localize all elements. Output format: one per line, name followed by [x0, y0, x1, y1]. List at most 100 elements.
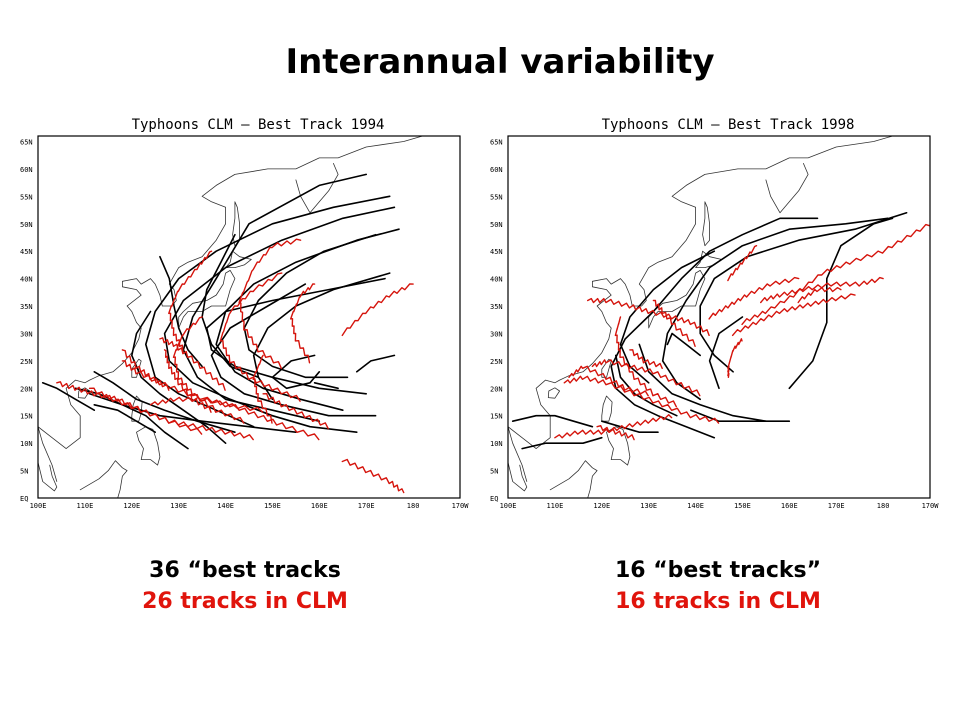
clm-track [121, 349, 170, 391]
clm-track [219, 272, 301, 402]
best-track-count: 16 “best tracks” [614, 558, 822, 583]
clm-track [586, 297, 710, 337]
lat-labels: 65N 60N 55N 50N 45N 40N 35N 30N 25N 20N 15N 10N 5N EQ [20, 139, 33, 504]
clm-track [262, 393, 329, 430]
coastline-segment [765, 163, 809, 214]
coastline-segment [702, 201, 711, 247]
lon-label: 170W [452, 502, 470, 510]
caption-1998: 16 “best tracks” 16 tracks in CLM [518, 558, 918, 614]
lat-label: 35N [490, 303, 503, 311]
slide-title: Interannual variability [285, 42, 715, 82]
clm-track [238, 238, 302, 369]
lat-label: 65N [490, 139, 503, 147]
coastline-segment [508, 461, 528, 492]
best-track [355, 354, 396, 373]
clm-track [727, 244, 758, 282]
coastline [38, 136, 423, 498]
clm-track [727, 338, 743, 378]
lat-label: 40N [490, 276, 503, 284]
lat-label: EQ [490, 495, 498, 503]
lat-label: 10N [20, 440, 33, 448]
lat-label: 35N [20, 303, 33, 311]
map-title: Typhoons CLM — Best Track 1994 [132, 117, 385, 133]
clm-track [708, 276, 800, 320]
coastline-segment [131, 395, 143, 422]
best-track [788, 217, 894, 390]
best-track [708, 316, 744, 390]
coastline-segment [648, 269, 706, 329]
best-track [243, 403, 358, 434]
map-frame [37, 135, 461, 499]
clm-track [88, 387, 254, 441]
track-map-1998: Typhoons CLM — Best Track 1998 65N 60N 55N… [490, 117, 940, 510]
coastline-segment [547, 387, 560, 399]
lat-label: 50N [20, 221, 33, 229]
best-track-count: 36 “best tracks [149, 558, 341, 583]
lat-label: 20N [490, 385, 503, 393]
clm-track [290, 283, 316, 364]
lon-label: 180 [407, 502, 420, 510]
lon-label: 170E [358, 502, 375, 510]
lat-label: 40N [20, 276, 33, 284]
lon-label: 160E [311, 502, 328, 510]
lat-label: 55N [20, 193, 33, 201]
best-track [610, 217, 819, 439]
clm-track [252, 354, 273, 424]
best-track [131, 310, 227, 445]
lat-label: 30N [490, 331, 503, 339]
lat-label: 25N [20, 358, 33, 366]
clm-track [159, 337, 226, 391]
best-track [521, 436, 603, 450]
clm-track [563, 375, 720, 424]
coastline-segment [38, 136, 423, 482]
best-track [638, 343, 767, 423]
clm-track [797, 286, 842, 304]
lat-label: 45N [20, 248, 33, 256]
lon-label: 130E [170, 502, 187, 510]
map-panel-1994: Typhoons CLM — Best Track 1994 65N 60N 55N… [18, 108, 478, 518]
clm-track [341, 283, 414, 337]
lat-label: 10N [490, 440, 503, 448]
clm-track-count: 16 tracks in CLM [615, 589, 821, 614]
lon-label: 150E [264, 502, 281, 510]
clm-track [121, 360, 264, 413]
lat-label: 15N [20, 413, 33, 421]
best-track [313, 381, 339, 390]
clm-track [168, 250, 213, 353]
lon-label: 150E [734, 502, 751, 510]
best-track [511, 414, 594, 428]
coastline-segment [136, 426, 161, 466]
clm-track [741, 223, 930, 326]
best-track [661, 217, 889, 401]
lon-label: 110E [76, 502, 93, 510]
best-track [252, 272, 391, 401]
coastline-segment [77, 387, 90, 399]
caption-1994: 36 “best tracks 26 tracks in CLM [45, 558, 445, 614]
lat-label: 25N [490, 358, 503, 366]
lon-label: 170W [922, 502, 940, 510]
best-track [601, 420, 659, 434]
clm-track [591, 359, 701, 397]
track-map-1994: Typhoons CLM — Best Track 1994 65N 60N 55N… [20, 117, 470, 510]
lon-label: 170E [828, 502, 845, 510]
coastline-segment [79, 460, 128, 498]
best-track [666, 332, 701, 357]
map-frame [507, 135, 931, 499]
clm-track [163, 349, 212, 413]
lon-label: 140E [217, 502, 234, 510]
lat-label: 30N [20, 331, 33, 339]
lat-label: EQ [20, 495, 28, 503]
lon-label: 120E [123, 502, 140, 510]
lon-labels: 100E 110E 120E 130E 140E 150E 160E 170E 180 170W [500, 502, 940, 510]
best-track [690, 409, 791, 423]
lat-label: 65N [20, 139, 33, 147]
clm-track [731, 293, 856, 337]
best-track [41, 381, 96, 412]
best-track [271, 354, 321, 390]
best-track [163, 206, 396, 417]
lon-label: 100E [30, 502, 47, 510]
lat-label: 15N [490, 413, 503, 421]
lat-label: 20N [20, 385, 33, 393]
coastline-segment [606, 426, 631, 466]
clm-track [652, 299, 696, 348]
